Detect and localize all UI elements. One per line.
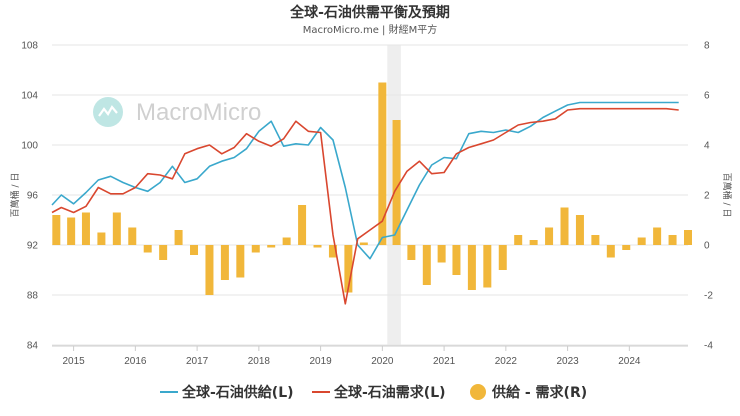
legend-label: 全球-石油供給(L) xyxy=(181,384,294,401)
supply-demand-bar xyxy=(128,227,137,245)
supply-demand-bar xyxy=(97,232,106,245)
supply-demand-bar xyxy=(52,215,61,245)
supply-demand-bar xyxy=(67,217,76,245)
supply-demand-bar xyxy=(205,245,214,295)
x-tick-label: 2020 xyxy=(371,356,394,367)
supply-demand-bar xyxy=(483,245,492,288)
supply-demand-bar xyxy=(236,245,245,278)
supply-demand-bar xyxy=(684,230,692,245)
y-left-tick-label: 100 xyxy=(21,141,38,152)
legend-dot-marker xyxy=(470,384,486,400)
supply-demand-bar xyxy=(112,212,121,245)
supply-demand-bar xyxy=(407,245,416,260)
legend-label: 全球-石油需求(L) xyxy=(333,384,446,401)
supply-demand-bar xyxy=(220,245,229,280)
y-right-tick-label: 4 xyxy=(704,141,710,152)
supply-demand-bar xyxy=(529,240,538,245)
supply-demand-bar xyxy=(378,82,387,245)
y-right-tick-label: -2 xyxy=(704,291,713,302)
supply-demand-bar xyxy=(328,245,337,258)
supply-demand-bar xyxy=(392,120,401,245)
supply-demand-bar xyxy=(452,245,461,275)
chart-title: 全球-石油供需平衡及預期 xyxy=(289,4,450,21)
supply-demand-bar xyxy=(174,230,183,245)
x-tick-label: 2017 xyxy=(186,356,209,367)
supply-demand-bar xyxy=(637,237,646,245)
y-left-axis-label: 百萬桶 / 日 xyxy=(9,173,21,218)
x-tick-label: 2023 xyxy=(556,356,579,367)
x-tick-label: 2016 xyxy=(124,356,147,367)
x-tick-label: 2024 xyxy=(618,356,641,367)
y-left-tick-label: 92 xyxy=(27,241,39,252)
y-right-axis-label: 百萬桶 / 日 xyxy=(721,173,733,218)
y-left-tick-label: 88 xyxy=(27,291,39,302)
supply-demand-bar xyxy=(514,235,523,245)
x-tick-label: 2018 xyxy=(248,356,271,367)
y-right-tick-label: 0 xyxy=(704,241,710,252)
supply-demand-bar xyxy=(313,245,322,248)
legend: 全球-石油供給(L) 全球-石油需求(L) 供給 - 需求(R) xyxy=(160,384,587,401)
supply-demand-bar xyxy=(359,242,368,245)
y-right-tick-label: 6 xyxy=(704,91,710,102)
legend-label: 供給 - 需求(R) xyxy=(491,384,587,401)
supply-demand-bar xyxy=(591,235,600,245)
supply-demand-bar xyxy=(622,245,631,250)
x-tick-label: 2019 xyxy=(309,356,332,367)
supply-demand-bar xyxy=(498,245,507,270)
demand-line xyxy=(51,107,679,305)
supply-demand-bar xyxy=(575,215,584,245)
supply-demand-bar xyxy=(81,212,90,245)
watermark-line-icon xyxy=(98,105,118,117)
supply-demand-bar xyxy=(467,245,476,290)
x-tick-label: 2021 xyxy=(433,356,456,367)
supply-demand-bar xyxy=(159,245,168,260)
y-left-tick-label: 108 xyxy=(21,41,38,52)
supply-line xyxy=(51,101,679,260)
y-right-tick-label: 2 xyxy=(704,191,710,202)
supply-demand-bar xyxy=(606,245,615,258)
supply-demand-bar xyxy=(560,207,569,245)
supply-demand-bar xyxy=(437,245,446,263)
supply-demand-bar xyxy=(653,227,662,245)
x-tick-label: 2015 xyxy=(62,356,85,367)
supply-demand-bar xyxy=(143,245,152,253)
y-right-tick-label: -4 xyxy=(704,341,713,352)
supply-demand-bar xyxy=(422,245,431,285)
x-tick-label: 2022 xyxy=(495,356,518,367)
supply-demand-bar xyxy=(251,245,260,253)
y-right-tick-label: 8 xyxy=(704,41,710,52)
watermark-text: MacroMicro xyxy=(136,99,261,126)
y-left-tick-label: 84 xyxy=(27,341,39,352)
supply-demand-bar xyxy=(190,245,199,255)
supply-demand-bar xyxy=(344,245,353,293)
y-left-tick-label: 96 xyxy=(27,191,39,202)
supply-demand-bar xyxy=(282,237,291,245)
y-left-tick-label: 104 xyxy=(21,91,38,102)
supply-demand-bar xyxy=(298,205,307,245)
supply-demand-bar xyxy=(545,227,554,245)
plot-area: 84 88 92 96 100 104 108 -4 -2 0 2 4 6 8 2015 2016 2017 20… xyxy=(9,41,733,368)
supply-demand-bar xyxy=(668,235,677,245)
supply-demand-bar xyxy=(267,245,276,248)
chart-subtitle: MacroMicro.me | 財經M平方 xyxy=(303,23,437,36)
watermark: MacroMicro xyxy=(93,97,261,127)
